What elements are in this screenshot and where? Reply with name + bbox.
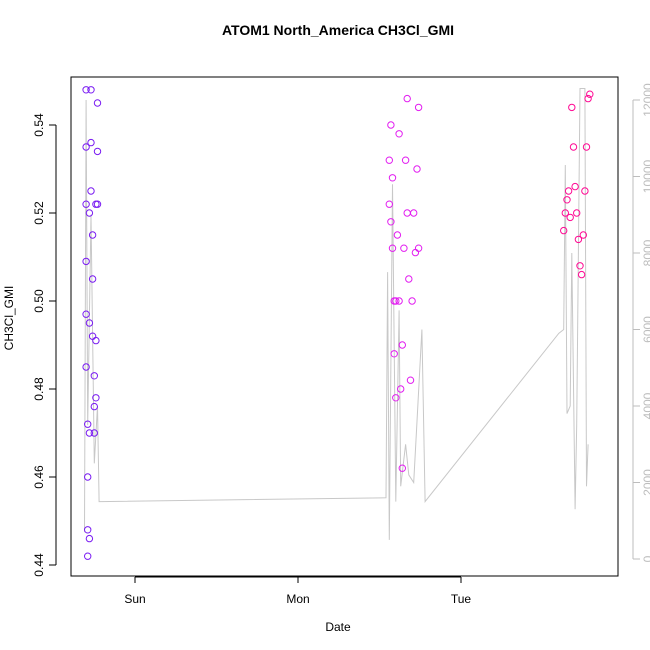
y-tick-label: 0.48: [32, 377, 46, 401]
data-point: [586, 90, 594, 98]
data-point: [388, 244, 397, 252]
data-point: [569, 143, 578, 151]
y2-tick-label: 2000: [641, 469, 650, 496]
y2-tick-label: 6000: [641, 316, 650, 343]
data-point: [93, 200, 102, 208]
data-point: [82, 363, 90, 371]
x-axis-label: Date: [325, 620, 351, 634]
data-point: [414, 103, 423, 112]
y2-tick-label: 10000: [641, 159, 650, 193]
data-point: [566, 213, 574, 222]
data-point: [90, 372, 99, 380]
data-point: [406, 376, 415, 384]
data-point: [385, 156, 393, 164]
altitude-line: [84, 88, 589, 540]
data-point: [90, 402, 99, 411]
x-tick-label: Mon: [286, 592, 309, 606]
data-point: [574, 235, 583, 244]
data-point: [395, 130, 403, 138]
data-point: [85, 429, 94, 437]
data-point: [563, 196, 571, 204]
data-point: [85, 209, 94, 217]
data-point: [561, 209, 569, 217]
data-point: [411, 248, 420, 257]
y2-axis: 0 2000 4000 6000 8000 10000 12000: [632, 83, 650, 562]
data-point: [82, 257, 90, 266]
data-point: [577, 270, 586, 279]
y2-tick-label: 12000: [641, 83, 650, 117]
data-point: [93, 147, 102, 156]
data-point: [581, 187, 589, 195]
data-point: [584, 94, 592, 103]
data-point: [405, 275, 413, 283]
data-point: [390, 350, 398, 358]
data-point: [403, 209, 411, 217]
y2-tick-label: 4000: [641, 392, 650, 419]
data-point: [387, 218, 395, 226]
data-point: [392, 297, 400, 305]
data-points: [82, 86, 594, 560]
y-tick-label: 0.54: [32, 113, 46, 137]
data-point: [87, 138, 95, 147]
y-axis-label: CH3Cl_GMI: [2, 286, 16, 351]
data-point: [84, 420, 92, 428]
data-point: [392, 394, 400, 402]
y-tick-label: 0.52: [32, 201, 46, 225]
y-tick-label: 0.50: [32, 289, 46, 313]
data-point: [88, 231, 97, 239]
data-point: [571, 182, 579, 191]
data-point: [400, 244, 408, 252]
data-point: [573, 209, 581, 217]
data-point: [410, 209, 418, 217]
data-point: [401, 156, 410, 164]
data-point: [385, 200, 393, 208]
data-point: [403, 94, 411, 103]
data-point: [87, 187, 95, 195]
data-point: [84, 526, 92, 534]
data-point: [82, 310, 90, 318]
data-point: [398, 464, 406, 472]
data-point: [387, 121, 395, 129]
altitude-polyline: [84, 88, 589, 540]
data-point: [395, 297, 403, 305]
data-point: [85, 319, 94, 327]
data-point: [93, 99, 102, 107]
data-point: [564, 187, 573, 195]
data-point: [87, 86, 95, 94]
data-point: [582, 143, 591, 151]
y2-tick-label: 8000: [641, 239, 650, 266]
x-tick-label: Sun: [124, 592, 145, 606]
data-point: [579, 231, 587, 239]
data-point: [82, 86, 90, 94]
data-point: [90, 429, 99, 437]
data-point: [88, 275, 97, 283]
data-point: [84, 552, 92, 560]
data-point: [84, 473, 92, 481]
chart-title: ATOM1 North_America CH3Cl_GMI: [222, 22, 454, 38]
data-point: [568, 103, 576, 112]
data-point: [414, 244, 423, 252]
data-point: [413, 165, 421, 173]
y-tick-label: 0.44: [32, 553, 46, 577]
data-point: [82, 143, 90, 151]
data-point: [92, 394, 100, 402]
y2-tick-label: 0: [641, 555, 650, 562]
y-tick-label: 0.46: [32, 465, 46, 489]
data-point: [92, 336, 100, 345]
data-point: [560, 226, 568, 235]
data-point: [408, 297, 416, 305]
data-point: [397, 385, 405, 393]
y-axis: 0.44 0.46 0.48 0.50 0.52 0.54: [32, 113, 57, 577]
x-axis: Sun Mon Tue: [124, 576, 472, 606]
data-point: [85, 534, 94, 543]
data-point: [393, 231, 402, 239]
plot-frame: [70, 76, 619, 577]
data-point: [576, 262, 584, 270]
data-point: [398, 341, 406, 349]
data-point: [388, 174, 397, 182]
data-point: [82, 200, 90, 208]
x-tick-label: Tue: [451, 592, 472, 606]
